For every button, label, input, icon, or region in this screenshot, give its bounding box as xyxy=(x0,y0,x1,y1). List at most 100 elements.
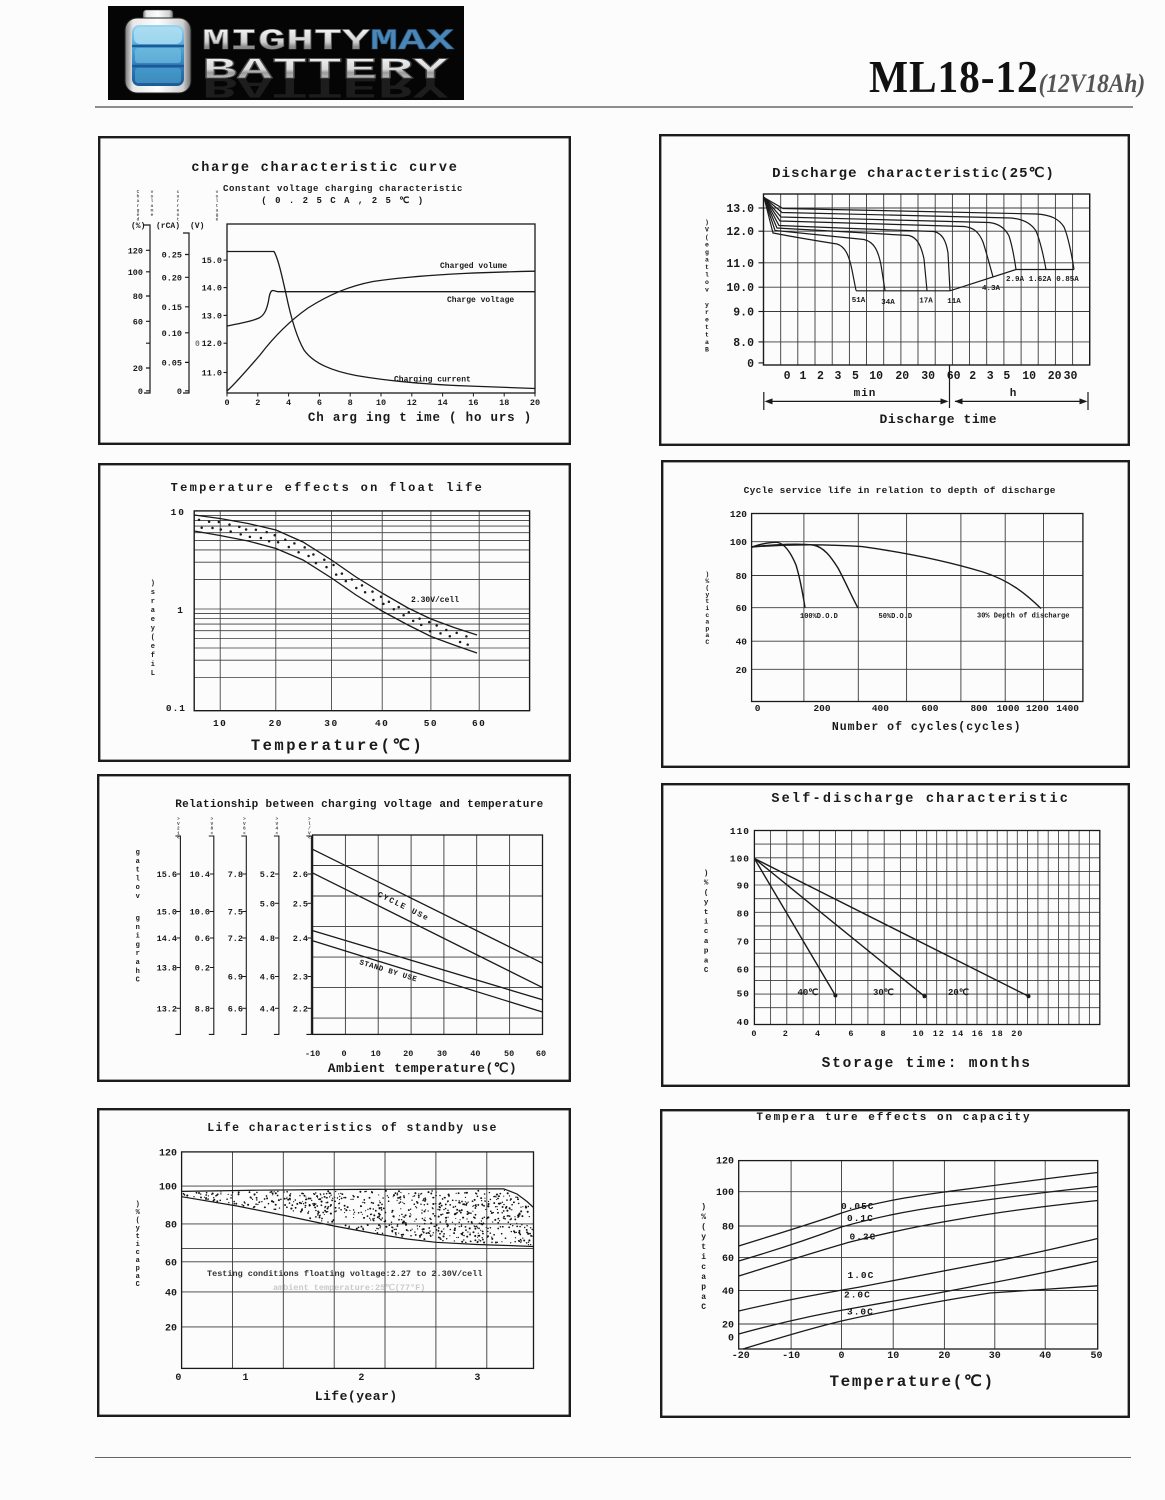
svg-text:50: 50 xyxy=(504,1049,514,1059)
svg-text:10: 10 xyxy=(376,398,386,408)
svg-text:8: 8 xyxy=(348,398,353,408)
svg-text:( 0 . 2 5 C A , 2 5 ℃ ): ( 0 . 2 5 C A , 2 5 ℃ ) xyxy=(261,195,424,206)
svg-text:Ch arg ing t ime ( ho urs ): Ch arg ing t ime ( ho urs ) xyxy=(308,411,532,425)
svg-text:20: 20 xyxy=(165,1323,177,1334)
svg-text:80: 80 xyxy=(133,292,143,302)
svg-text:0.25: 0.25 xyxy=(162,251,182,261)
svg-text:3: 3 xyxy=(987,370,994,383)
svg-text:120: 120 xyxy=(159,1148,177,1159)
svg-text:15.0: 15.0 xyxy=(202,256,222,266)
svg-text:10: 10 xyxy=(887,1351,899,1362)
svg-text:100: 100 xyxy=(730,537,747,548)
svg-text:3: 3 xyxy=(835,370,842,383)
svg-text:30% Depth of discharge: 30% Depth of discharge xyxy=(977,613,1069,621)
svg-text:2.9A: 2.9A xyxy=(1006,276,1025,284)
svg-text:Storage time: months: Storage time: months xyxy=(822,1056,1032,1072)
svg-text:100%D.O.D: 100%D.O.D xyxy=(800,613,838,621)
svg-text:0: 0 xyxy=(138,387,143,397)
svg-text:Life characteristics of standb: Life characteristics of standby use xyxy=(207,1122,498,1135)
svg-text:110: 110 xyxy=(730,826,750,837)
svg-text:0: 0 xyxy=(784,370,791,383)
svg-text:0.1C: 0.1C xyxy=(847,1213,874,1224)
svg-text:7.2: 7.2 xyxy=(228,934,243,944)
svg-text:6.6: 6.6 xyxy=(228,1004,243,1014)
svg-text:5.2: 5.2 xyxy=(260,870,275,880)
svg-text:ambient temperature:25℃(77°F): ambient temperature:25℃(77°F) xyxy=(273,1282,425,1293)
svg-text:voltage: voltage xyxy=(216,190,219,223)
svg-text:6: 6 xyxy=(848,1029,854,1039)
svg-text:800: 800 xyxy=(970,703,987,714)
svg-text:30: 30 xyxy=(1064,370,1078,383)
svg-text:20: 20 xyxy=(133,364,143,374)
svg-text:0: 0 xyxy=(175,1373,181,1384)
svg-text:10: 10 xyxy=(213,718,227,729)
svg-text:120: 120 xyxy=(716,1157,734,1168)
svg-text:20: 20 xyxy=(269,718,283,729)
svg-text:Number of cycles(cycles): Number of cycles(cycles) xyxy=(832,721,1022,734)
svg-text:1: 1 xyxy=(242,1373,248,1384)
svg-text:0: 0 xyxy=(755,703,761,714)
svg-text:20: 20 xyxy=(1011,1029,1023,1039)
svg-text:80: 80 xyxy=(737,909,750,920)
svg-text:30: 30 xyxy=(437,1049,447,1059)
svg-text:Relationship between charging: Relationship between charging voltage an… xyxy=(175,799,543,811)
svg-text:11A: 11A xyxy=(947,298,961,306)
svg-text:0.2C: 0.2C xyxy=(850,1232,877,1243)
svg-text:Self-discharge characteristic: Self-discharge characteristic xyxy=(771,792,1070,807)
svg-text:10.0: 10.0 xyxy=(190,908,210,918)
svg-text:0: 0 xyxy=(728,1333,734,1344)
svg-text:400: 400 xyxy=(872,703,889,714)
svg-text:20: 20 xyxy=(530,398,540,408)
svg-text:Temperature effects on float l: Temperature effects on float life xyxy=(171,481,485,495)
svg-text:>V21<: > V 2 1 < xyxy=(177,816,180,841)
svg-text:40: 40 xyxy=(737,1017,750,1028)
svg-text:13.0: 13.0 xyxy=(202,311,222,321)
svg-text:11.0: 11.0 xyxy=(726,258,754,271)
svg-text:Testing conditions floating vo: Testing conditions floating voltage:2.27… xyxy=(207,1269,482,1279)
svg-text:60: 60 xyxy=(722,1254,734,1265)
svg-text:2: 2 xyxy=(255,398,260,408)
svg-text:10.0: 10.0 xyxy=(726,282,754,295)
svg-text:2: 2 xyxy=(817,370,824,383)
svg-text:2.3: 2.3 xyxy=(293,973,308,983)
svg-text:0: 0 xyxy=(747,358,754,371)
svg-text:0: 0 xyxy=(838,1351,844,1362)
svg-text:60: 60 xyxy=(536,1049,546,1059)
svg-text:BATTERY: BATTERY xyxy=(202,54,448,88)
svg-text:10.4: 10.4 xyxy=(190,870,210,880)
svg-text:1: 1 xyxy=(800,370,807,383)
svg-text:10: 10 xyxy=(869,370,883,383)
svg-text:100: 100 xyxy=(716,1188,734,1199)
svg-text:13.8: 13.8 xyxy=(157,964,177,974)
svg-text:Ambient temperature(℃): Ambient temperature(℃) xyxy=(328,1061,517,1076)
svg-text:4: 4 xyxy=(286,398,291,408)
svg-text:30: 30 xyxy=(989,1351,1001,1362)
svg-text:15.0: 15.0 xyxy=(157,908,177,918)
svg-text:2.5: 2.5 xyxy=(293,899,308,909)
svg-text:0.10: 0.10 xyxy=(162,329,182,339)
svg-text:60: 60 xyxy=(472,718,486,729)
svg-text:4.8: 4.8 xyxy=(260,934,275,944)
svg-text:100: 100 xyxy=(128,268,143,278)
svg-text:Charge voltage: Charge voltage xyxy=(447,296,514,305)
svg-text:5: 5 xyxy=(852,370,859,383)
svg-text:20: 20 xyxy=(938,1351,950,1362)
svg-text:34A: 34A xyxy=(881,299,895,307)
svg-text:18: 18 xyxy=(499,398,509,408)
svg-text:8.0: 8.0 xyxy=(733,337,754,350)
svg-text:7.8: 7.8 xyxy=(228,870,243,880)
svg-text:10: 10 xyxy=(1022,370,1036,383)
svg-text:60: 60 xyxy=(947,370,961,383)
svg-text:40: 40 xyxy=(1039,1351,1051,1362)
svg-text:4: 4 xyxy=(815,1029,821,1039)
svg-text:40℃: 40℃ xyxy=(797,987,818,998)
svg-text:(rCA): (rCA) xyxy=(156,222,180,231)
svg-text:0: 0 xyxy=(195,340,200,349)
svg-text:50%D.O.D: 50%D.O.D xyxy=(879,613,913,621)
svg-text:2: 2 xyxy=(358,1373,364,1384)
svg-text:Charged volume: Charged volume xyxy=(440,262,507,271)
svg-text:Charged: Charged xyxy=(137,189,140,223)
svg-text:12.0: 12.0 xyxy=(202,339,222,349)
